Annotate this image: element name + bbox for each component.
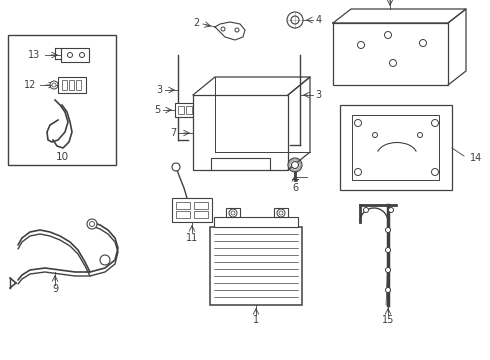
Text: 5: 5 [154, 105, 160, 115]
Circle shape [358, 41, 365, 49]
Bar [340, 105, 452, 190]
Circle shape [231, 211, 235, 215]
Circle shape [386, 267, 391, 273]
Text: 13: 13 [28, 50, 40, 60]
Circle shape [432, 120, 439, 126]
Bar [194, 211, 208, 218]
Circle shape [364, 207, 368, 212]
Bar [178, 106, 184, 114]
Bar [76, 80, 81, 90]
Circle shape [50, 81, 58, 89]
Bar [333, 23, 448, 85]
Circle shape [372, 132, 377, 138]
Circle shape [390, 59, 396, 67]
Circle shape [354, 168, 362, 175]
Text: +: + [180, 203, 188, 212]
Circle shape [90, 221, 95, 226]
Bar [352, 115, 439, 180]
Circle shape [87, 219, 97, 229]
Circle shape [292, 162, 298, 168]
Text: 2: 2 [193, 18, 199, 28]
Bar [274, 208, 288, 217]
Text: 1: 1 [253, 315, 259, 325]
Circle shape [277, 209, 285, 217]
Text: 12: 12 [24, 80, 36, 90]
Text: 3: 3 [315, 90, 321, 100]
Circle shape [432, 168, 439, 175]
Text: 15: 15 [382, 315, 394, 325]
Circle shape [385, 31, 392, 39]
Bar [226, 208, 240, 217]
Circle shape [386, 288, 391, 292]
Circle shape [389, 207, 393, 212]
Bar [62, 80, 67, 90]
Circle shape [221, 27, 225, 31]
Bar [193, 95, 288, 170]
Text: 6: 6 [292, 183, 298, 193]
Text: 11: 11 [186, 233, 198, 243]
Bar [58, 77, 86, 93]
Text: 14: 14 [470, 153, 482, 163]
Circle shape [417, 132, 422, 138]
Circle shape [386, 248, 391, 252]
Bar [186, 106, 192, 114]
Text: 7: 7 [170, 128, 176, 138]
Circle shape [68, 53, 73, 58]
Bar [61, 48, 89, 62]
Bar [175, 103, 195, 117]
Circle shape [419, 40, 426, 46]
Text: 3: 3 [156, 85, 162, 95]
Circle shape [52, 83, 56, 87]
Circle shape [386, 228, 391, 233]
Circle shape [287, 12, 303, 28]
Circle shape [79, 53, 84, 58]
Circle shape [229, 209, 237, 217]
Bar [172, 198, 212, 222]
Bar [69, 80, 74, 90]
Text: 10: 10 [55, 152, 69, 162]
Bar [210, 227, 302, 305]
Bar [8, 35, 116, 165]
Bar [176, 211, 190, 218]
Bar [176, 202, 190, 209]
Circle shape [172, 163, 180, 171]
Circle shape [291, 16, 299, 24]
Circle shape [288, 158, 302, 172]
Text: 9: 9 [52, 284, 58, 294]
Bar [214, 217, 298, 227]
Circle shape [354, 120, 362, 126]
Circle shape [100, 255, 110, 265]
Circle shape [279, 211, 283, 215]
Bar [194, 202, 208, 209]
Circle shape [235, 28, 239, 32]
Text: 4: 4 [316, 15, 322, 25]
